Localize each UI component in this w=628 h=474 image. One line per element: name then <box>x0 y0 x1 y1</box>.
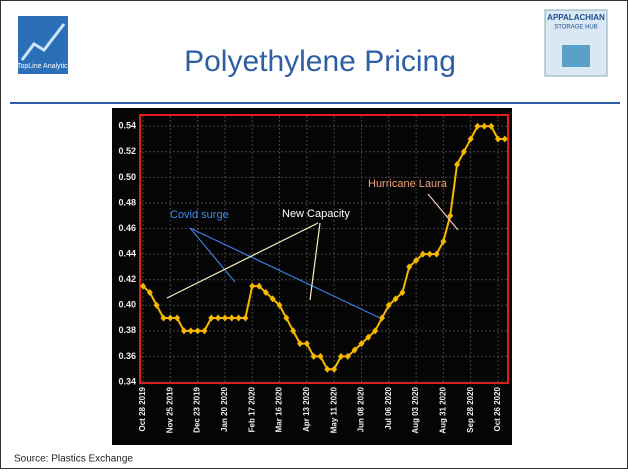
point <box>385 301 392 309</box>
arrow <box>427 193 459 231</box>
y-tick-label: 0.50 <box>118 172 136 182</box>
point <box>488 122 495 130</box>
point <box>474 122 481 130</box>
y-tick-label: 0.42 <box>118 274 136 284</box>
y-tick-label: 0.44 <box>118 248 136 258</box>
annotation: New Capacity <box>282 208 350 220</box>
point <box>324 365 331 373</box>
point <box>256 282 263 290</box>
y-tick-label: 0.46 <box>118 223 136 233</box>
source-note: Source: Plastics Exchange <box>14 454 133 465</box>
point <box>460 148 467 156</box>
point <box>481 122 488 130</box>
point <box>467 135 474 143</box>
x-tick-label: Apr 13 2020 <box>302 386 311 431</box>
x-tick-label: Jan 20 2020 <box>220 386 229 431</box>
annotation: Covid surge <box>170 209 229 221</box>
x-tick-label: Aug 31 2020 <box>438 386 447 433</box>
x-tick-label: Oct 28 2019 <box>138 386 147 431</box>
point <box>215 314 222 322</box>
logo-graphic <box>562 45 590 67</box>
point <box>297 340 304 348</box>
point <box>187 327 194 335</box>
point <box>331 365 338 373</box>
point <box>447 212 454 220</box>
x-tick-label: Feb 17 2020 <box>247 386 256 432</box>
x-tick-label: Oct 26 2020 <box>493 386 502 431</box>
y-tick-label: 0.40 <box>118 300 136 310</box>
point <box>283 314 290 322</box>
point <box>406 263 413 271</box>
point <box>153 301 160 309</box>
point <box>426 250 433 258</box>
point <box>433 250 440 258</box>
point <box>208 314 215 322</box>
point <box>413 257 420 265</box>
arrow <box>189 227 236 283</box>
y-tick-label: 0.34 <box>118 376 136 386</box>
point <box>378 314 385 322</box>
logo-graphic <box>20 23 66 61</box>
point <box>262 288 269 296</box>
point <box>276 301 283 309</box>
point <box>140 282 146 290</box>
point <box>167 314 174 322</box>
x-tick-label: Aug 03 2020 <box>411 386 420 433</box>
point <box>501 135 508 143</box>
point <box>242 314 249 322</box>
point <box>495 135 501 143</box>
point <box>337 352 344 360</box>
x-tick-label: May 11 2020 <box>329 386 338 433</box>
x-tick-label: Jul 06 2020 <box>384 386 393 429</box>
point <box>249 282 256 290</box>
arrow <box>166 222 319 299</box>
point <box>372 327 379 335</box>
x-tick-label: Sep 28 2020 <box>466 386 475 432</box>
point <box>221 314 228 322</box>
x-tick-label: Jun 08 2020 <box>357 386 366 432</box>
y-tick-label: 0.38 <box>118 325 136 335</box>
chart-background <box>112 108 512 445</box>
point <box>344 352 351 360</box>
point <box>317 352 324 360</box>
point <box>303 340 310 348</box>
left-logo-text: TopLine Analytics <box>17 63 72 70</box>
point <box>365 333 372 341</box>
point <box>351 346 358 354</box>
point <box>160 314 167 322</box>
point <box>174 314 181 322</box>
point <box>146 288 153 296</box>
annotation: Hurricane Laura <box>368 178 448 190</box>
point <box>201 327 208 335</box>
point <box>358 340 365 348</box>
point <box>310 352 317 360</box>
point <box>194 327 201 335</box>
arrow <box>189 227 381 319</box>
point <box>419 250 426 258</box>
slide-title: Polyethylene Pricing <box>184 45 456 78</box>
point <box>269 295 276 303</box>
point <box>399 288 406 296</box>
point <box>392 295 399 303</box>
arrow <box>309 222 321 301</box>
point <box>454 161 461 169</box>
x-tick-label: Dec 23 2019 <box>193 386 202 432</box>
x-tick-label: Mar 16 2020 <box>275 386 284 432</box>
y-tick-label: 0.54 <box>118 121 136 131</box>
point <box>180 327 187 335</box>
point <box>235 314 242 322</box>
plot: 0.34 0.36 0.38 0.40 0.42 0.44 0.46 0.48 0.50 0.52… <box>118 116 508 434</box>
right-logo-text: STORAGE HUB <box>554 25 598 31</box>
point <box>228 314 235 322</box>
y-tick-label: 0.36 <box>118 351 136 361</box>
point <box>440 237 447 245</box>
x-tick-label: Nov 25 2019 <box>165 386 174 433</box>
right-logo-text: APPALACHIAN <box>547 13 605 22</box>
left-logo <box>18 16 68 74</box>
y-tick-label: 0.52 <box>118 146 136 156</box>
plot-frame <box>139 114 509 384</box>
point <box>290 327 297 335</box>
y-tick-label: 0.48 <box>118 197 136 207</box>
